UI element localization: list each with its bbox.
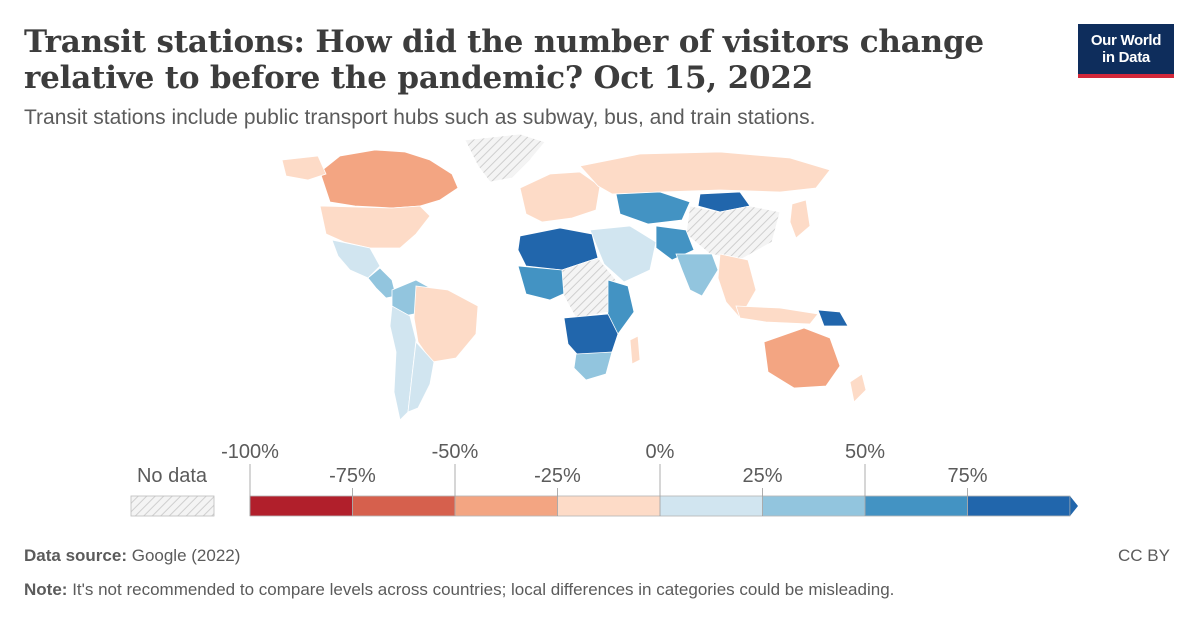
legend-bin[interactable] xyxy=(659,495,763,517)
world-map xyxy=(281,133,867,421)
legend-tick-label: -75% xyxy=(329,465,376,487)
central-asia-region[interactable] xyxy=(615,191,691,225)
europe-region[interactable] xyxy=(519,171,601,223)
owid-logo[interactable]: Our World in Data xyxy=(1078,24,1174,78)
japan-region[interactable] xyxy=(789,199,811,239)
legend-tick-label: 50% xyxy=(845,441,885,463)
legend-bin[interactable] xyxy=(249,495,353,517)
usa-region[interactable] xyxy=(319,205,431,249)
legend-tick-label: -50% xyxy=(432,441,479,463)
note-label: Note: xyxy=(24,580,68,599)
legend-arrow xyxy=(1070,496,1078,516)
no-data-label: No data xyxy=(137,465,208,487)
legend-bin[interactable] xyxy=(967,495,1071,517)
source-label: Data source: xyxy=(24,546,127,565)
legend-tick-label: -100% xyxy=(221,441,279,463)
papua-region[interactable] xyxy=(817,309,849,327)
legend-tick-label: 0% xyxy=(646,441,675,463)
argentina-region[interactable] xyxy=(407,341,435,413)
legend-tick-label: 75% xyxy=(947,465,987,487)
legend-bins xyxy=(249,495,1078,517)
china-region[interactable] xyxy=(685,205,781,261)
license-label[interactable]: CC BY xyxy=(1118,546,1170,565)
logo-line-2: in Data xyxy=(1102,49,1150,66)
no-data-swatch: No data xyxy=(130,465,215,517)
legend-bin[interactable] xyxy=(352,495,456,517)
south-america-west-region[interactable] xyxy=(389,305,417,421)
legend-tick-label: -25% xyxy=(534,465,581,487)
australia-region[interactable] xyxy=(763,327,841,389)
chart-title: Transit stations: How did the number of … xyxy=(24,24,984,96)
india-region[interactable] xyxy=(675,253,719,297)
madagascar-region[interactable] xyxy=(629,335,641,365)
greenland-region[interactable] xyxy=(464,133,546,183)
data-source: Data source: Google (2022) xyxy=(24,546,240,566)
note-value: It's not recommended to compare levels a… xyxy=(72,580,895,599)
brazil-region[interactable] xyxy=(413,285,479,363)
legend-bin[interactable] xyxy=(864,495,968,517)
color-legend: No data -100% -75% -50% -25% 0% 25% 50% 75% xyxy=(130,441,1078,517)
chart-subtitle: Transit stations include public transpor… xyxy=(24,106,816,129)
new-zealand-region[interactable] xyxy=(849,373,867,403)
south-africa-region[interactable] xyxy=(573,351,613,381)
legend-ticks: -100% -75% -50% -25% 0% 25% 50% 75% xyxy=(221,441,988,516)
legend-bin[interactable] xyxy=(454,495,558,517)
legend-bin[interactable] xyxy=(762,495,866,517)
footnote: Note: It's not recommended to compare le… xyxy=(24,580,894,600)
legend-tick-label: 25% xyxy=(742,465,782,487)
canada-region[interactable] xyxy=(319,149,459,209)
indonesia-region[interactable] xyxy=(735,305,819,325)
alaska-region[interactable] xyxy=(281,155,327,181)
logo-line-1: Our World xyxy=(1090,32,1162,49)
russia-region[interactable] xyxy=(579,151,831,195)
west-africa-region[interactable] xyxy=(517,265,573,301)
legend-bin[interactable] xyxy=(557,495,661,517)
middle-east-region[interactable] xyxy=(589,225,657,283)
source-value[interactable]: Google (2022) xyxy=(131,546,241,565)
